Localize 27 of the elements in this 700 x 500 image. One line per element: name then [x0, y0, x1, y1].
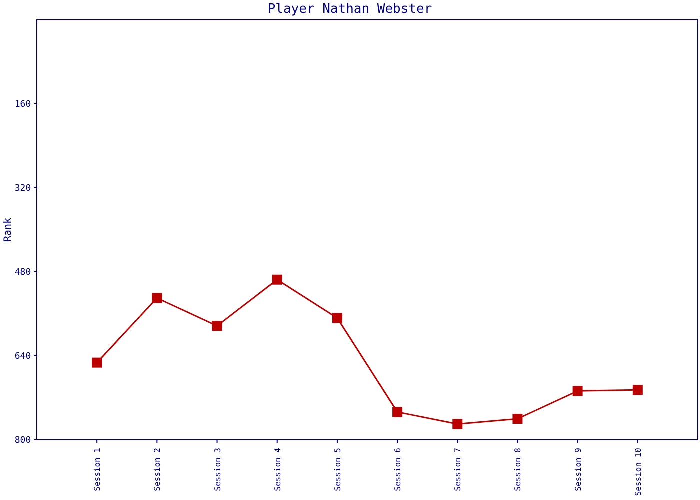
point: [152, 293, 162, 304]
point: [632, 385, 643, 396]
chart-title: Player Nathan Webster: [268, 2, 432, 17]
x-tick-label: Session 2: [153, 448, 162, 492]
point: [452, 419, 463, 430]
point: [392, 407, 403, 418]
point: [272, 274, 282, 285]
y-tick-label: 320: [14, 184, 32, 194]
x-tick-label: Session 1: [93, 448, 102, 492]
y-tick-label: 480: [14, 268, 32, 278]
point: [212, 321, 222, 332]
point: [572, 386, 583, 396]
x-tick-label: Session 8: [514, 448, 523, 492]
y-tick-label: 640: [14, 352, 32, 362]
y-tick-label: 160: [14, 100, 32, 110]
x-tick-label: Session 10: [634, 448, 643, 496]
x-tick-label: Session 3: [213, 448, 222, 492]
x-tick-label: Session 5: [333, 448, 342, 492]
x-tick-label: Session 4: [273, 448, 282, 492]
point: [92, 358, 102, 368]
point: [332, 313, 342, 324]
x-tick-label: Session 7: [454, 448, 463, 492]
x-tick-label: Session 9: [574, 448, 583, 492]
point: [512, 414, 523, 424]
y-tick-label: 800: [14, 436, 32, 446]
x-tick-label: Session 6: [394, 448, 403, 492]
y-axis-title: Rank: [3, 218, 14, 242]
